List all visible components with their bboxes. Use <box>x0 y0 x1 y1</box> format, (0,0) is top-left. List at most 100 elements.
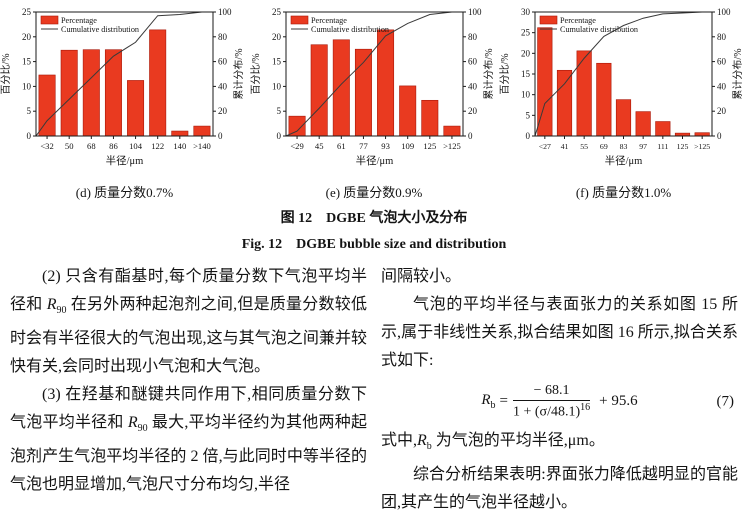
svg-text:60: 60 <box>717 57 727 67</box>
denominator-exponent: 16 <box>580 402 591 413</box>
svg-text:125: 125 <box>677 142 689 151</box>
svg-text:累计分布/%: 累计分布/% <box>731 48 744 99</box>
paragraph-2-text-cont: 在另外两种起泡剂之间,但是质量分数较低时会有半径很大的气泡出现,这与其气泡之间兼… <box>10 296 367 376</box>
equation-number: (7) <box>716 393 735 410</box>
svg-text:Cumulative distribution: Cumulative distribution <box>61 25 139 34</box>
svg-text:百分比/%: 百分比/% <box>250 53 262 94</box>
svg-text:97: 97 <box>639 142 647 151</box>
svg-text:>125: >125 <box>694 142 710 151</box>
figure-charts-row: 0 5 10 15 20 25 0 20 40 60 80 100 <32 50 68 86 104 122 140… <box>0 0 748 201</box>
paragraph-3-text-cont: 最大,平均半径约为其他两种起泡剂产生气泡平均半径的 2 倍,与此同时中等半径的气… <box>10 414 367 494</box>
svg-text:20: 20 <box>218 106 228 116</box>
right-column: 间隔较小。 气泡的平均半径与表面张力的关系如图 15 所示,属于非线性关系,拟合… <box>381 263 738 517</box>
svg-text:60: 60 <box>468 57 478 67</box>
paragraph-3-continuation: 间隔较小。 <box>381 268 462 285</box>
svg-text:80: 80 <box>218 32 228 42</box>
svg-text:30: 30 <box>521 7 531 17</box>
body-columns: (2) 只含有酯基时,每个质量分数下气泡平均半径和 R90 在另外两种起泡剂之间… <box>0 253 748 517</box>
svg-text:累计分布/%: 累计分布/% <box>482 48 495 99</box>
chart-block-d: 0 5 10 15 20 25 0 20 40 60 80 100 <32 50 68 86 104 122 140… <box>0 6 249 201</box>
svg-text:100: 100 <box>218 7 232 17</box>
svg-text:15: 15 <box>272 57 282 67</box>
chart-block-e: 0 5 10 15 20 25 0 20 40 60 80 100 <29 45 61 77 93 109 125 >… <box>250 6 499 201</box>
paragraph-4: 气泡的平均半径与表面张力的关系如图 15 所示,属于非线性关系,拟合结果如图 1… <box>381 296 738 369</box>
svg-text:109: 109 <box>401 141 414 151</box>
svg-text:Percentage: Percentage <box>560 16 596 25</box>
chart-subcaption-d: (d) 质量分数0.7% <box>75 185 174 200</box>
svg-text:10: 10 <box>22 81 32 91</box>
svg-text:41: 41 <box>561 142 569 151</box>
svg-text:93: 93 <box>381 141 390 151</box>
svg-text:86: 86 <box>109 141 118 151</box>
svg-text:40: 40 <box>717 81 727 91</box>
chart-subcaption-f: (f) 质量分数1.0% <box>575 185 672 200</box>
variable-R: R <box>46 296 57 313</box>
paragraph-equation-note: 式中,Rb 为气泡的平均半径,μm。 <box>381 427 738 461</box>
svg-text:20: 20 <box>22 32 32 42</box>
svg-text:83: 83 <box>620 142 628 151</box>
variable-Rb: R <box>481 392 491 409</box>
fraction-numerator: − 68.1 <box>513 383 591 401</box>
svg-text:0: 0 <box>27 131 32 141</box>
svg-text:<27: <27 <box>539 142 551 151</box>
svg-text:122: 122 <box>151 141 164 151</box>
svg-text:140: 140 <box>173 141 186 151</box>
svg-text:15: 15 <box>521 69 531 79</box>
svg-text:5: 5 <box>276 106 281 116</box>
svg-text:69: 69 <box>600 142 608 151</box>
svg-text:5: 5 <box>526 110 531 120</box>
svg-text:0: 0 <box>717 131 722 141</box>
equation-fraction: − 68.1 1 + (σ/48.1)16 <box>513 383 591 421</box>
variable-Rb-subscript: b <box>426 440 432 452</box>
svg-text:百分比/%: 百分比/% <box>0 53 12 94</box>
svg-text:104: 104 <box>129 141 143 151</box>
svg-text:15: 15 <box>22 57 32 67</box>
svg-text:55: 55 <box>580 142 588 151</box>
svg-text:Percentage: Percentage <box>61 16 97 25</box>
svg-text:60: 60 <box>218 57 228 67</box>
svg-text:50: 50 <box>65 141 74 151</box>
figure-caption-zh: 图 12 DGBE 气泡大小及分布 <box>280 211 468 226</box>
svg-text:Percentage: Percentage <box>311 16 347 25</box>
bar-chart-mass-fraction-0.9: 0 5 10 15 20 25 0 20 40 60 80 100 <29 45 61 77 93 109 125 >… <box>250 6 499 182</box>
svg-text:20: 20 <box>717 106 727 116</box>
svg-text:25: 25 <box>272 7 282 17</box>
svg-text:0: 0 <box>218 131 223 141</box>
svg-text:40: 40 <box>218 81 228 91</box>
svg-text:25: 25 <box>22 7 32 17</box>
paragraph-3-text: (3) 在羟基和醚键共同作用下,相同质量分数下气泡平均半径和 <box>10 386 367 432</box>
denominator-base: 1 + (σ/48.1) <box>513 404 581 420</box>
svg-text:10: 10 <box>272 81 282 91</box>
svg-text:>125: >125 <box>443 141 461 151</box>
svg-text:>140: >140 <box>193 141 211 151</box>
variable-R: R <box>127 414 138 432</box>
svg-text:Cumulative distribution: Cumulative distribution <box>311 25 389 34</box>
chart-subcaption-e: (e) 质量分数0.9% <box>325 185 423 200</box>
svg-text:61: 61 <box>337 141 346 151</box>
svg-text:100: 100 <box>717 7 731 17</box>
svg-text:5: 5 <box>27 106 32 116</box>
svg-text:0: 0 <box>468 131 473 141</box>
variable-R-subscript: 90 <box>137 423 148 435</box>
svg-text:半径/μm: 半径/μm <box>355 154 393 167</box>
svg-text:<32: <32 <box>40 141 53 151</box>
figure-captions: 图 12 DGBE 气泡大小及分布 Fig. 12 DGBE bubble si… <box>0 207 748 253</box>
fraction-denominator: 1 + (σ/48.1)16 <box>513 401 590 421</box>
svg-text:Cumulative distribution: Cumulative distribution <box>560 25 638 34</box>
svg-text:100: 100 <box>468 7 482 17</box>
variable-Rb: R <box>417 431 427 449</box>
variable-Rb-subscript: b <box>490 400 496 412</box>
svg-text:0: 0 <box>526 131 531 141</box>
svg-text:111: 111 <box>657 142 668 151</box>
svg-text:10: 10 <box>521 90 531 100</box>
figure-caption-en: Fig. 12 DGBE bubble size and distributio… <box>241 237 507 252</box>
bar-chart-mass-fraction-0.7: 0 5 10 15 20 25 0 20 40 60 80 100 <32 50 68 86 104 122 140… <box>0 6 249 182</box>
svg-text:半径/μm: 半径/μm <box>106 154 144 167</box>
paragraph-2-text: (2) 只含有酯基时,每个质量分数下气泡平均半径和 <box>10 268 367 313</box>
paragraph-2: (2) 只含有酯基时,每个质量分数下气泡平均半径和 R90 在另外两种起泡剂之间… <box>10 263 367 381</box>
svg-text:25: 25 <box>521 28 531 38</box>
bar-chart-mass-fraction-1.0: 0 5 10 15 20 25 30 0 20 40 60 80 100 <27 41 55 69 83 97 111… <box>499 6 748 182</box>
paragraph-3: (3) 在羟基和醚键共同作用下,相同质量分数下气泡平均半径和 R90 最大,平均… <box>10 381 367 499</box>
variable-R-subscript: 90 <box>56 305 67 317</box>
